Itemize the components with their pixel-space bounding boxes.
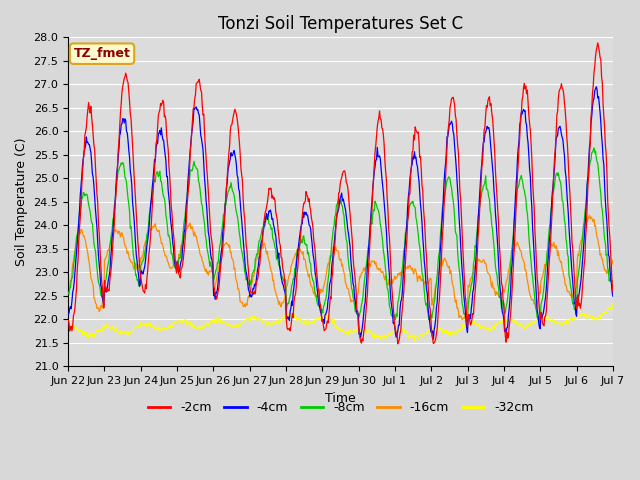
Legend: -2cm, -4cm, -8cm, -16cm, -32cm: -2cm, -4cm, -8cm, -16cm, -32cm [143,396,538,420]
Text: TZ_fmet: TZ_fmet [74,47,131,60]
Y-axis label: Soil Temperature (C): Soil Temperature (C) [15,138,28,266]
Title: Tonzi Soil Temperatures Set C: Tonzi Soil Temperatures Set C [218,15,463,33]
X-axis label: Time: Time [325,392,356,405]
